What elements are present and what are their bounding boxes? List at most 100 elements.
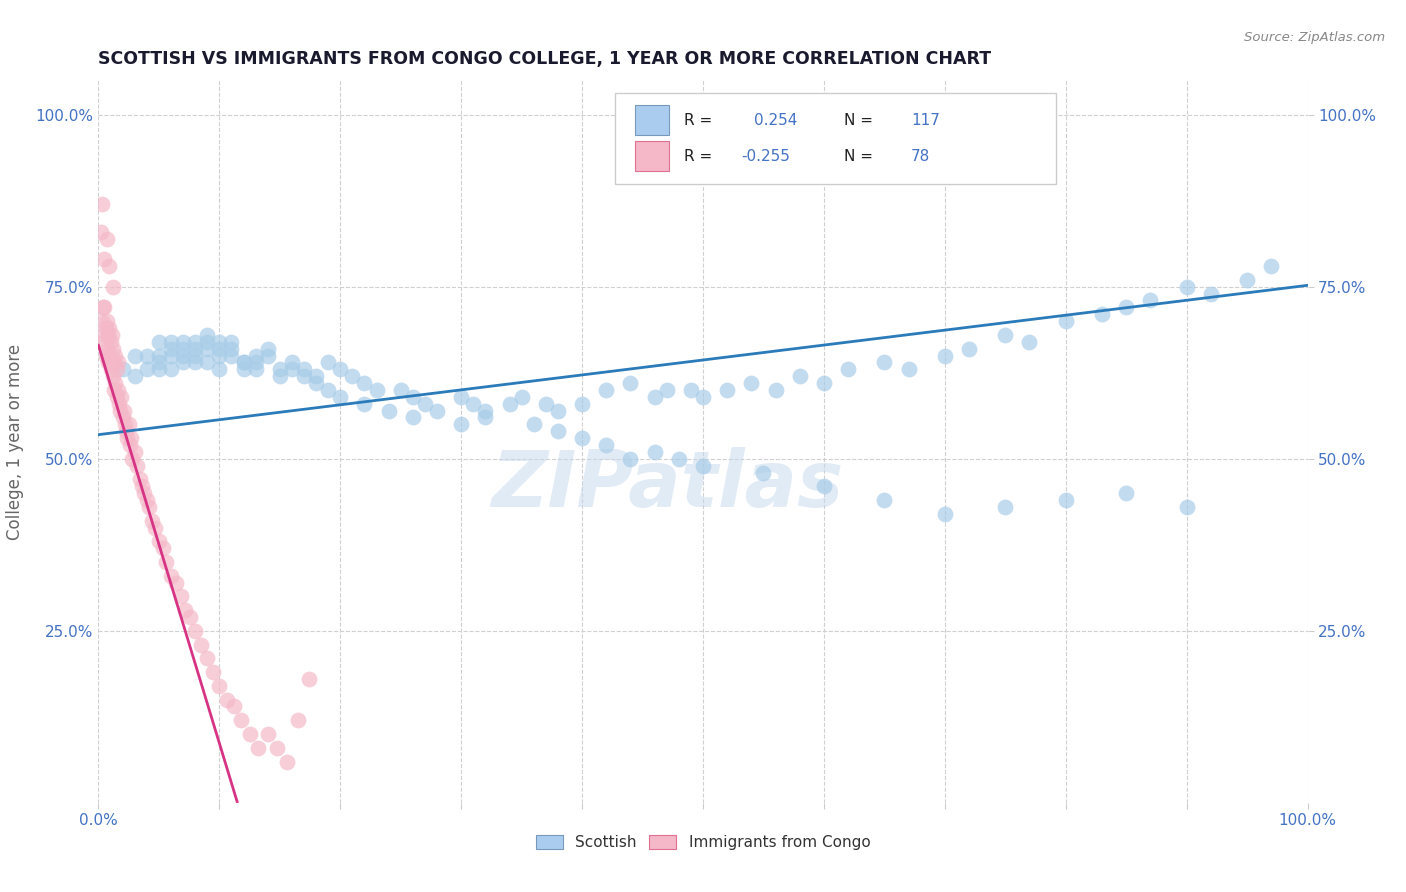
Point	[389, 383, 412, 397]
Point	[172, 349, 194, 363]
Point	[118, 417, 141, 432]
Point	[117, 431, 139, 445]
Point	[118, 438, 141, 452]
Point	[222, 699, 245, 714]
Point	[269, 362, 291, 376]
Point	[96, 231, 118, 245]
Point	[305, 369, 328, 384]
Point	[534, 397, 557, 411]
Point	[474, 410, 496, 425]
Text: ZIPatlas: ZIPatlas	[491, 447, 842, 523]
Text: Source: ZipAtlas.com: Source: ZipAtlas.com	[1244, 31, 1385, 45]
Point	[148, 534, 170, 549]
Point	[873, 493, 896, 508]
Point	[655, 383, 678, 397]
Point	[124, 349, 146, 363]
Point	[679, 383, 702, 397]
Point	[190, 638, 212, 652]
Point	[104, 349, 127, 363]
Point	[668, 451, 690, 466]
Point	[402, 410, 425, 425]
Point	[110, 390, 132, 404]
Point	[752, 466, 775, 480]
Point	[1175, 500, 1198, 514]
Point	[474, 403, 496, 417]
Point	[160, 349, 183, 363]
Point	[143, 520, 166, 534]
Point	[94, 349, 117, 363]
Point	[1139, 293, 1161, 308]
Point	[644, 390, 666, 404]
Point	[229, 713, 252, 727]
Point	[103, 383, 125, 397]
Point	[1054, 493, 1077, 508]
Point	[172, 355, 194, 369]
Point	[463, 397, 485, 411]
Point	[195, 355, 218, 369]
Point	[232, 355, 254, 369]
Point	[91, 334, 114, 349]
Point	[120, 431, 142, 445]
Point	[195, 651, 218, 665]
Point	[256, 342, 278, 356]
Point	[100, 327, 122, 342]
Point	[104, 376, 127, 390]
Point	[94, 321, 117, 335]
Point	[292, 362, 315, 376]
Point	[1236, 273, 1258, 287]
Point	[813, 376, 835, 390]
Point	[692, 458, 714, 473]
Point	[221, 334, 243, 349]
Point	[402, 390, 425, 404]
Point	[111, 410, 134, 425]
Point	[93, 252, 115, 267]
Point	[169, 590, 191, 604]
Text: R =: R =	[683, 149, 711, 163]
Point	[215, 692, 238, 706]
Point	[716, 383, 738, 397]
Point	[100, 362, 122, 376]
Point	[96, 314, 118, 328]
Point	[160, 362, 183, 376]
Point	[172, 334, 194, 349]
Point	[105, 362, 128, 376]
Point	[1115, 486, 1137, 500]
Point	[97, 355, 120, 369]
Point	[245, 362, 267, 376]
Point	[93, 301, 115, 315]
Point	[269, 369, 291, 384]
Point	[148, 334, 170, 349]
Text: N =: N =	[845, 112, 873, 128]
Point	[1175, 279, 1198, 293]
Point	[184, 624, 207, 638]
Point	[195, 342, 218, 356]
Point	[256, 349, 278, 363]
Point	[91, 301, 114, 315]
Point	[127, 458, 149, 473]
Point	[1018, 334, 1040, 349]
Point	[135, 362, 157, 376]
Text: 78: 78	[911, 149, 931, 163]
Point	[1054, 314, 1077, 328]
Legend: Scottish, Immigrants from Congo: Scottish, Immigrants from Congo	[530, 830, 876, 856]
Point	[298, 672, 321, 686]
Point	[160, 342, 183, 356]
Point	[135, 493, 157, 508]
Point	[256, 727, 278, 741]
Point	[292, 369, 315, 384]
Point	[184, 342, 207, 356]
Point	[90, 225, 112, 239]
Point	[152, 541, 174, 556]
Point	[112, 403, 135, 417]
Point	[128, 472, 150, 486]
Point	[619, 376, 641, 390]
Point	[134, 486, 156, 500]
Point	[98, 349, 121, 363]
Point	[148, 349, 170, 363]
Point	[305, 376, 328, 390]
Text: SCOTTISH VS IMMIGRANTS FROM CONGO COLLEGE, 1 YEAR OR MORE CORRELATION CHART: SCOTTISH VS IMMIGRANTS FROM CONGO COLLEG…	[98, 50, 991, 68]
Point	[138, 500, 160, 514]
Point	[96, 342, 118, 356]
Point	[174, 603, 197, 617]
Point	[115, 424, 138, 438]
